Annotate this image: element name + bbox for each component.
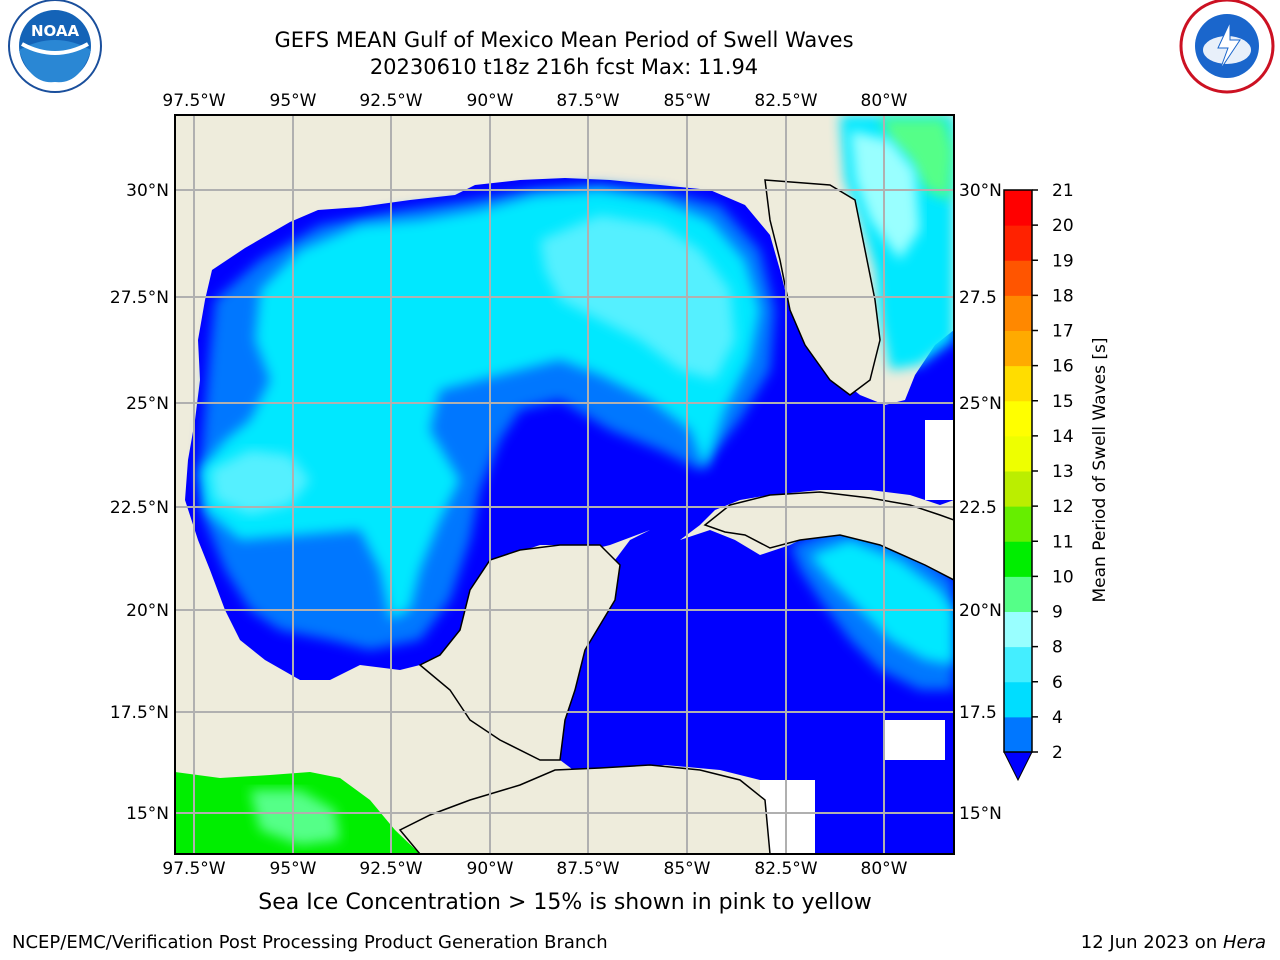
lat-tick: 20°N [959,601,1002,621]
colorbar-tick-label: 2 [1052,743,1063,763]
map-caption: Sea Ice Concentration > 15% is shown in … [258,890,872,915]
lon-tick: 80°W [861,859,908,879]
central-america-land [398,764,771,854]
swell-zone-6-8s-west [210,450,310,515]
lon-tick: 87.5°W [556,91,619,111]
colorbar-tick-label: 16 [1052,357,1074,377]
lon-ticks-bottom: 97.5°W 95°W 92.5°W 90°W 87.5°W 85°W 82.5… [162,859,907,879]
colorbar-tick-label: 17 [1052,322,1074,342]
lat-tick: 15°N [959,804,1002,824]
colorbar-segment [1004,716,1032,753]
cuba-land [703,491,954,581]
lon-ticks-top: 97.5°W 95°W 92.5°W 90°W 87.5°W 85°W 82.5… [162,91,907,111]
lon-tick: 92.5°W [359,91,422,111]
colorbar-tick-label: 12 [1052,497,1074,517]
footer-date-text: 12 Jun 2023 on [1080,932,1223,953]
colorbar-segment [1004,471,1032,507]
colorbar-segment [1004,506,1032,542]
colorbar-segment [1004,295,1032,331]
colorbar-segment [1004,611,1032,648]
no-data-patch [925,420,954,500]
colorbar-tick-label: 15 [1052,392,1074,412]
atlantic-swell-high [880,118,954,200]
lon-tick: 90°W [467,91,514,111]
colorbar-segment [1004,365,1032,402]
no-data-patch [885,720,945,760]
lat-tick: 30°N [126,181,169,201]
lat-tick: 17.5°N [110,703,169,723]
footer-date: 12 Jun 2023 on Hera [1081,932,1266,953]
lat-tick: 22.5°N [110,498,169,518]
nws-logo [1179,0,1275,94]
lat-tick: 25°N [959,394,1002,414]
lat-tick: 27.5°N [110,288,169,308]
colorbar-tick-label: 4 [1052,708,1063,728]
lat-ticks-left: 30°N 27.5°N 25°N 22.5°N 20°N 17.5°N 15°N [110,181,169,824]
map-gridlines [175,115,954,854]
colorbar-tick-label: 9 [1052,603,1063,623]
lat-tick: 20°N [126,601,169,621]
colorbar: 2 4 6 8 9 10 11 12 13 14 15 16 17 18 19 20 21 [1003,181,1074,782]
map-frame [174,114,955,855]
colorbar-tick-label: 13 [1052,462,1074,482]
colorbar-segment [1004,646,1032,683]
lat-tick: 30°N [959,181,1002,201]
lat-tick: 17.5 [959,703,997,723]
colorbar-extend-arrow [1003,751,1033,782]
lon-tick: 95°W [270,859,317,879]
colorbar-tick-label: 6 [1052,673,1063,693]
colorbar-tick-label: 8 [1052,638,1063,658]
map-subtitle: 20230610 t18z 216h fcst Max: 11.94 [369,55,759,79]
lon-tick: 97.5°W [162,91,225,111]
florida-land [764,179,881,396]
colorbar-segment [1004,330,1032,367]
colorbar-tick-label: 19 [1052,251,1074,271]
lon-tick: 97.5°W [162,859,225,879]
map-title: GEFS MEAN Gulf of Mexico Mean Period of … [274,28,854,52]
lat-ticks-right: 30°N 27.5 25°N 22.5 20°N 17.5 15°N [959,181,1002,824]
colorbar-tick-label: 18 [1052,286,1074,306]
yucatan-land [418,544,621,761]
colorbar-tick-label: 21 [1052,181,1074,201]
colorbar-segment [1004,435,1032,472]
pacific-swell-light [250,790,340,845]
caribbean-swell-core [810,540,954,665]
colorbar-label: Mean Period of Swell Waves [s] [1090,338,1110,603]
colorbar-segment [1004,576,1032,612]
colorbar-segment [1004,225,1032,261]
footer-host: Hera [1222,932,1266,953]
colorbar-segment [1004,190,1032,226]
lon-tick: 92.5°W [359,859,422,879]
colorbar-segment [1004,541,1032,577]
noaa-logo: NOAA [8,0,102,93]
lon-tick: 87.5°W [556,859,619,879]
lat-tick: 22.5 [959,498,997,518]
map-area [175,115,954,854]
colorbar-tick-label: 14 [1052,427,1074,447]
colorbar-tick-label: 10 [1052,567,1074,587]
colorbar-segment [1004,400,1032,437]
colorbar-tick-label: 11 [1052,532,1074,552]
lat-tick: 15°N [126,804,169,824]
lon-tick: 90°W [467,859,514,879]
colorbar-tick-label: 20 [1052,216,1074,236]
colorbar-segment [1004,681,1032,718]
lon-tick: 82.5°W [754,859,817,879]
lon-tick: 85°W [664,91,711,111]
lon-tick: 95°W [270,91,317,111]
footer-credit: NCEP/EMC/Verification Post Processing Pr… [12,932,608,953]
colorbar-segment [1004,260,1032,296]
lon-tick: 80°W [861,91,908,111]
lon-tick: 82.5°W [754,91,817,111]
lat-tick: 25°N [126,394,169,414]
svg-text:NOAA: NOAA [31,22,80,40]
lon-tick: 85°W [664,859,711,879]
lat-tick: 27.5 [959,288,997,308]
